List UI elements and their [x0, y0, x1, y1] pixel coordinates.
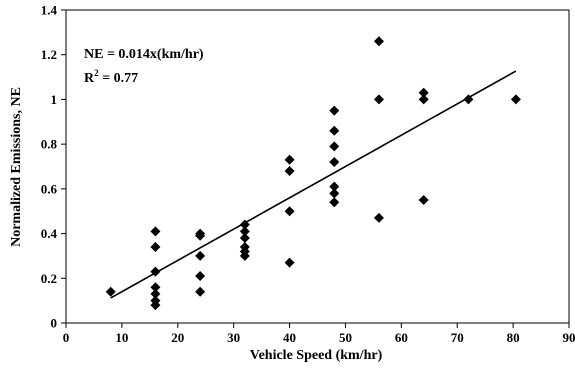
y-tick-label: 0.8 — [41, 137, 58, 152]
y-tick-label: 0 — [51, 316, 58, 331]
x-tick-label: 90 — [563, 330, 575, 345]
data-point — [284, 154, 295, 165]
x-tick-label: 50 — [339, 330, 352, 345]
data-point — [195, 230, 206, 241]
equation-annotation: NE = 0.014x(km/hr) — [84, 47, 204, 62]
trendline — [110, 70, 517, 299]
data-point — [150, 288, 161, 299]
data-point — [329, 157, 340, 168]
data-point — [329, 105, 340, 116]
data-point — [418, 87, 429, 98]
data-point — [239, 250, 250, 261]
data-point — [418, 94, 429, 105]
data-point — [195, 286, 206, 297]
data-point — [329, 188, 340, 199]
data-point — [195, 271, 206, 282]
data-point — [329, 125, 340, 136]
y-tick-label: 0.2 — [41, 271, 57, 286]
data-point — [150, 266, 161, 277]
x-axis-ticks: 0 10 20 30 40 50 60 70 80 90 — [63, 323, 575, 345]
data-point — [373, 212, 384, 223]
data-point — [329, 141, 340, 152]
y-tick-label: 0.4 — [41, 226, 58, 241]
data-point — [239, 233, 250, 244]
y-tick-label: 1 — [51, 92, 58, 107]
x-tick-label: 10 — [115, 330, 128, 345]
data-point — [373, 94, 384, 105]
data-point — [150, 300, 161, 311]
data-point — [329, 197, 340, 208]
x-tick-label: 0 — [63, 330, 70, 345]
y-axis-ticks: 0 0.2 0.4 0.6 0.8 1 1.2 1.4 — [41, 3, 66, 331]
r-squared-superscript: 2 — [94, 68, 99, 78]
y-axis-title: Normalized Emissions, NE — [9, 87, 24, 247]
data-point — [284, 165, 295, 176]
x-tick-label: 60 — [395, 330, 408, 345]
r-squared-value: = 0.77 — [99, 71, 138, 86]
y-tick-label: 1.4 — [41, 3, 58, 18]
plot-frame — [65, 9, 570, 324]
data-point — [510, 94, 521, 105]
data-point — [105, 286, 116, 297]
data-point — [373, 36, 384, 47]
data-point — [195, 250, 206, 261]
data-point — [150, 282, 161, 293]
data-point — [284, 257, 295, 268]
data-point — [463, 94, 474, 105]
x-tick-label: 80 — [507, 330, 520, 345]
data-point — [239, 226, 250, 237]
data-point — [150, 226, 161, 237]
data-point — [284, 206, 295, 217]
r-squared-annotation: R2 = 0.77 — [84, 68, 138, 86]
data-point — [150, 241, 161, 252]
axes — [65, 9, 570, 324]
x-axis-title: Vehicle Speed (km/hr) — [250, 348, 383, 363]
data-points — [105, 36, 521, 311]
trendline-group — [110, 70, 517, 299]
data-point — [239, 219, 250, 230]
x-tick-label: 20 — [171, 330, 184, 345]
x-tick-label: 70 — [451, 330, 464, 345]
y-tick-label: 1.2 — [41, 47, 57, 62]
data-point — [418, 195, 429, 206]
x-tick-label: 40 — [283, 330, 296, 345]
data-point — [329, 181, 340, 192]
r-squared-prefix: R — [84, 71, 95, 86]
y-tick-label: 0.6 — [41, 181, 58, 196]
x-tick-label: 30 — [227, 330, 240, 345]
